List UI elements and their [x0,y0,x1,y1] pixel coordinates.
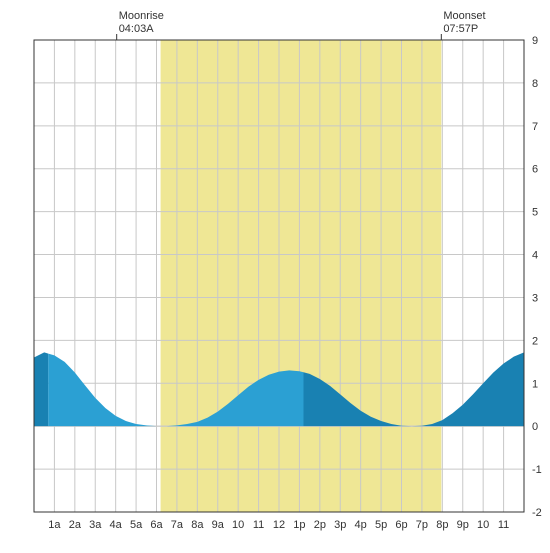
y-tick-label: 3 [532,292,538,304]
y-tick-label: 0 [532,421,538,433]
x-tick-label: 2p [314,519,326,531]
x-tick-label: 8a [191,519,204,531]
x-tick-label: 5a [130,519,143,531]
x-tick-label: 9a [212,519,225,531]
x-tick-label: 7p [416,519,428,531]
x-tick-label: 12 [273,519,285,531]
x-tick-label: 4p [355,519,367,531]
y-tick-label: 5 [532,207,538,219]
y-tick-label: -2 [532,507,542,519]
y-tick-label: 4 [532,250,538,262]
x-tick-label: 2a [69,519,82,531]
y-tick-label: 8 [532,78,538,90]
x-tick-label: 10 [477,519,489,531]
y-tick-label: 2 [532,335,538,347]
y-tick-label: 9 [532,35,538,47]
x-tick-label: 1p [293,519,305,531]
tide-chart: -2-101234567891a2a3a4a5a6a7a8a9a1011121p… [0,0,550,550]
x-tick-label: 5p [375,519,387,531]
x-tick-label: 6p [395,519,407,531]
daylight-band [161,40,442,512]
x-tick-label: 1a [48,519,61,531]
x-tick-label: 6a [150,519,163,531]
moonset-label: Moonset 07:57P [443,10,485,36]
x-tick-label: 11 [498,519,509,531]
y-tick-label: 1 [532,378,538,390]
x-tick-label: 11 [253,519,264,531]
x-tick-label: 9p [457,519,469,531]
x-tick-label: 3p [334,519,346,531]
y-tick-label: 7 [532,121,538,133]
x-tick-label: 4a [110,519,123,531]
x-tick-label: 8p [436,519,448,531]
x-tick-label: 10 [232,519,244,531]
x-tick-label: 7a [171,519,184,531]
moonrise-label: Moonrise 04:03A [119,10,164,36]
y-tick-label: -1 [532,464,542,476]
y-tick-label: 6 [532,164,538,176]
x-tick-label: 3a [89,519,102,531]
